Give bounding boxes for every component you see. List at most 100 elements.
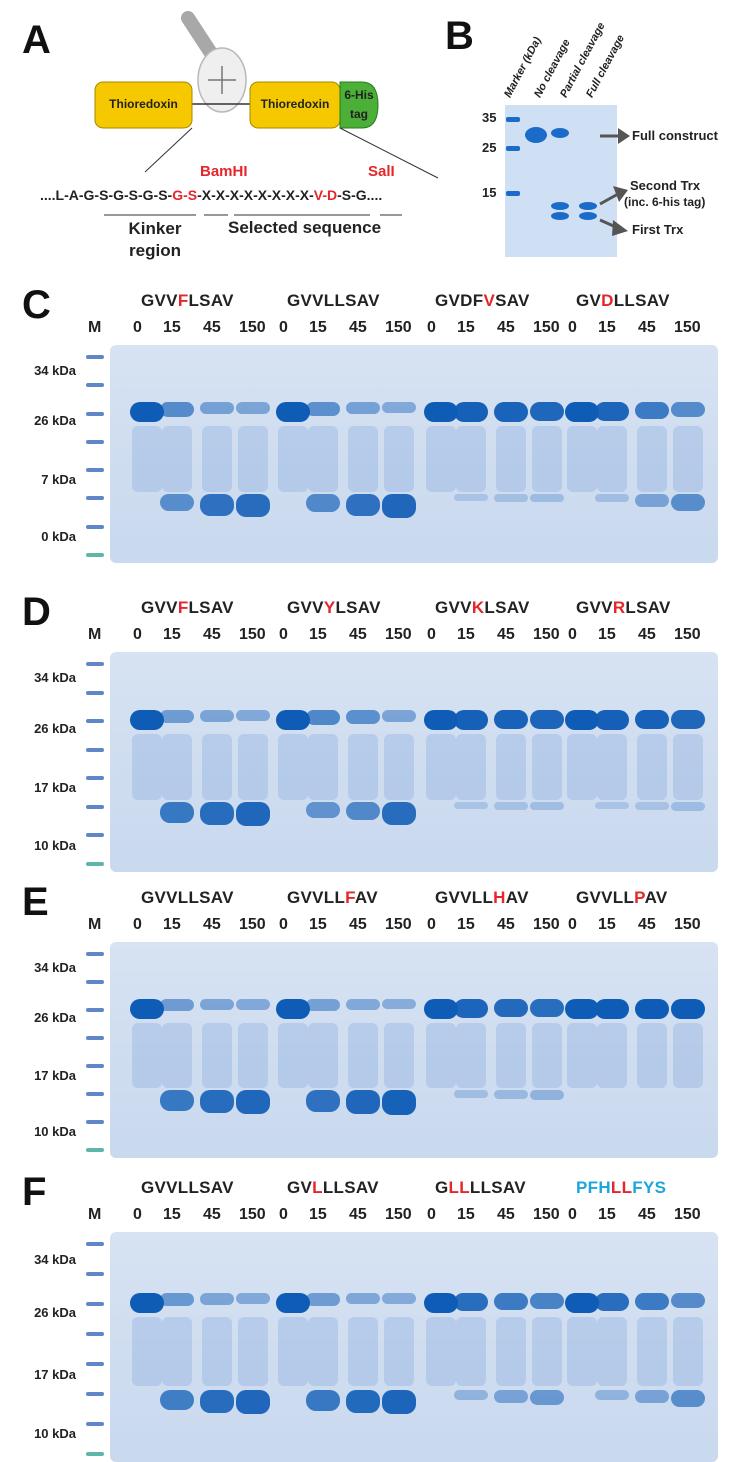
seq-prefix: ....L-A-G-S-G-S-G-S-: [40, 187, 173, 203]
lane-smear: [637, 1317, 667, 1386]
linker-sequence: ....L-A-G-S-G-S-G-S-G-S-X-X-X-X-X-X-X-X-…: [40, 187, 382, 203]
sequence-part: GV: [576, 291, 602, 310]
sequence-part: GVV: [141, 291, 178, 310]
sequence-part: LSAV: [188, 291, 234, 310]
ladder-band: [86, 468, 104, 473]
band-cleaved: [200, 1389, 234, 1413]
timepoint-label-d-1-45: 45: [203, 626, 221, 643]
band-cleaved: [494, 493, 528, 502]
lane-smear: [278, 1317, 308, 1386]
timepoint-label-f-1-45: 45: [203, 1206, 221, 1223]
sequence-part: GVV: [287, 598, 324, 617]
sequence-header-f-4: PFHLLFYS: [576, 1178, 666, 1198]
ladder-band: [86, 1392, 104, 1396]
band-cleaved: [306, 1389, 340, 1411]
timepoint-label-d-3-150: 150: [533, 626, 560, 643]
band-full-construct: [424, 710, 458, 730]
lane-smear: [132, 1317, 162, 1386]
lane-smear: [532, 426, 562, 492]
gel-image-f: [110, 1232, 718, 1462]
sequence-header-f-3: GLLLLSAV: [435, 1178, 526, 1198]
timepoint-label-d-4-15: 15: [598, 626, 616, 643]
ladder-band: [86, 776, 104, 781]
band-full-construct: [424, 1293, 458, 1313]
gel-image-d: [110, 652, 718, 872]
sequence-part: LLSAV: [322, 1178, 379, 1197]
band-full-construct: [236, 402, 270, 414]
timepoint-label-d-4-45: 45: [638, 626, 656, 643]
sequence-part: GVVLLSAV: [287, 291, 380, 310]
sequence-header-d-4: GVVRLSAV: [576, 598, 671, 618]
sequence-header-e-1: GVVLLSAV: [141, 888, 234, 908]
band-full-construct: [671, 402, 705, 417]
trx2-label: Thioredoxin: [260, 97, 330, 111]
band-full-construct: [382, 998, 416, 1010]
band-cleaved: [671, 493, 705, 511]
lane-smear: [567, 1022, 597, 1088]
timepoint-label-f-1-15: 15: [163, 1206, 181, 1223]
lane-smear: [456, 1317, 486, 1386]
band-cleaved: [236, 493, 270, 517]
sequence-part: LSAV: [188, 598, 234, 617]
kda-label-f-1: 34 kDa: [34, 1251, 76, 1267]
sequence-part: GVVLL: [435, 888, 494, 907]
timepoint-label-f-3-45: 45: [497, 1206, 515, 1223]
band-cleaved: [635, 493, 669, 507]
timepoint-label-d-3-45: 45: [497, 626, 515, 643]
band-cleaved: [454, 802, 488, 810]
sequence-part: L: [312, 1178, 323, 1197]
lane-smear: [132, 734, 162, 800]
timepoint-label-f-3-15: 15: [457, 1206, 475, 1223]
timepoint-label-d-4-0: 0: [568, 626, 577, 643]
timepoint-label-e-2-45: 45: [349, 916, 367, 933]
timepoint-label-e-2-0: 0: [279, 916, 288, 933]
kda-label-e-4: 10 kDa: [34, 1124, 76, 1140]
band-cleaved: [382, 493, 416, 518]
sequence-part: GVV: [576, 598, 613, 617]
sequence-part: GVVLL: [287, 888, 346, 907]
kda-label-d-2: 26 kDa: [34, 721, 76, 736]
band-full-construct: [306, 1293, 340, 1306]
band-cleaved: [160, 802, 194, 824]
sequence-header-c-2: GVVLLSAV: [287, 291, 380, 311]
timepoint-label-f-2-15: 15: [309, 1206, 327, 1223]
ladder-band: [86, 747, 104, 752]
label-his-tag-note: (inc. 6-his tag): [624, 195, 706, 209]
band-full-construct: [200, 710, 234, 722]
seq-selected: -X-X-X-X-X-X-X-X-: [197, 187, 314, 203]
timepoint-label-e-1-45: 45: [203, 916, 221, 933]
timepoint-label-c-4-150: 150: [674, 319, 701, 336]
timepoint-label-d-1-0: 0: [133, 626, 142, 643]
timepoint-label-d-1-150: 150: [239, 626, 266, 643]
band-full-construct: [346, 710, 380, 724]
lane-smear: [426, 1022, 456, 1088]
band-cleaved: [530, 1089, 564, 1100]
band-full-construct: [565, 998, 599, 1019]
band-full-construct: [382, 1293, 416, 1304]
timepoint-label-c-1-150: 150: [239, 319, 266, 336]
sequence-part: D: [601, 291, 614, 310]
his-tag-box: [339, 81, 379, 129]
sequence-part: AV: [644, 888, 668, 907]
band-cleaved: [530, 1389, 564, 1405]
kda-label-c-1: 34 kDa: [34, 363, 76, 379]
sequence-part: PFH: [576, 1178, 611, 1197]
timepoint-label-e-3-150: 150: [533, 916, 560, 933]
ladder-band: [86, 411, 104, 416]
timepoint-label-e-1-150: 150: [239, 916, 266, 933]
lane-smear: [597, 1317, 627, 1386]
sequence-part: GVVLLSAV: [141, 888, 234, 907]
panel-a-diagram: [94, 11, 439, 216]
sequence-header-e-2: GVVLLFAV: [287, 888, 378, 908]
timepoint-label-f-2-150: 150: [385, 1206, 412, 1223]
sequence-header-d-1: GVVFLSAV: [141, 598, 234, 618]
lane-smear: [673, 1022, 703, 1088]
sequence-part: LL: [610, 1178, 633, 1197]
band-full-construct: [454, 710, 488, 730]
timepoint-label-c-3-150: 150: [533, 319, 560, 336]
kda-label-f-4: 10 kDa: [34, 1426, 76, 1442]
ladder-band: [86, 719, 104, 724]
lane-smear: [278, 1022, 308, 1088]
timepoint-label-d-2-45: 45: [349, 626, 367, 643]
sequence-header-c-4: GVDLLSAV: [576, 291, 670, 311]
